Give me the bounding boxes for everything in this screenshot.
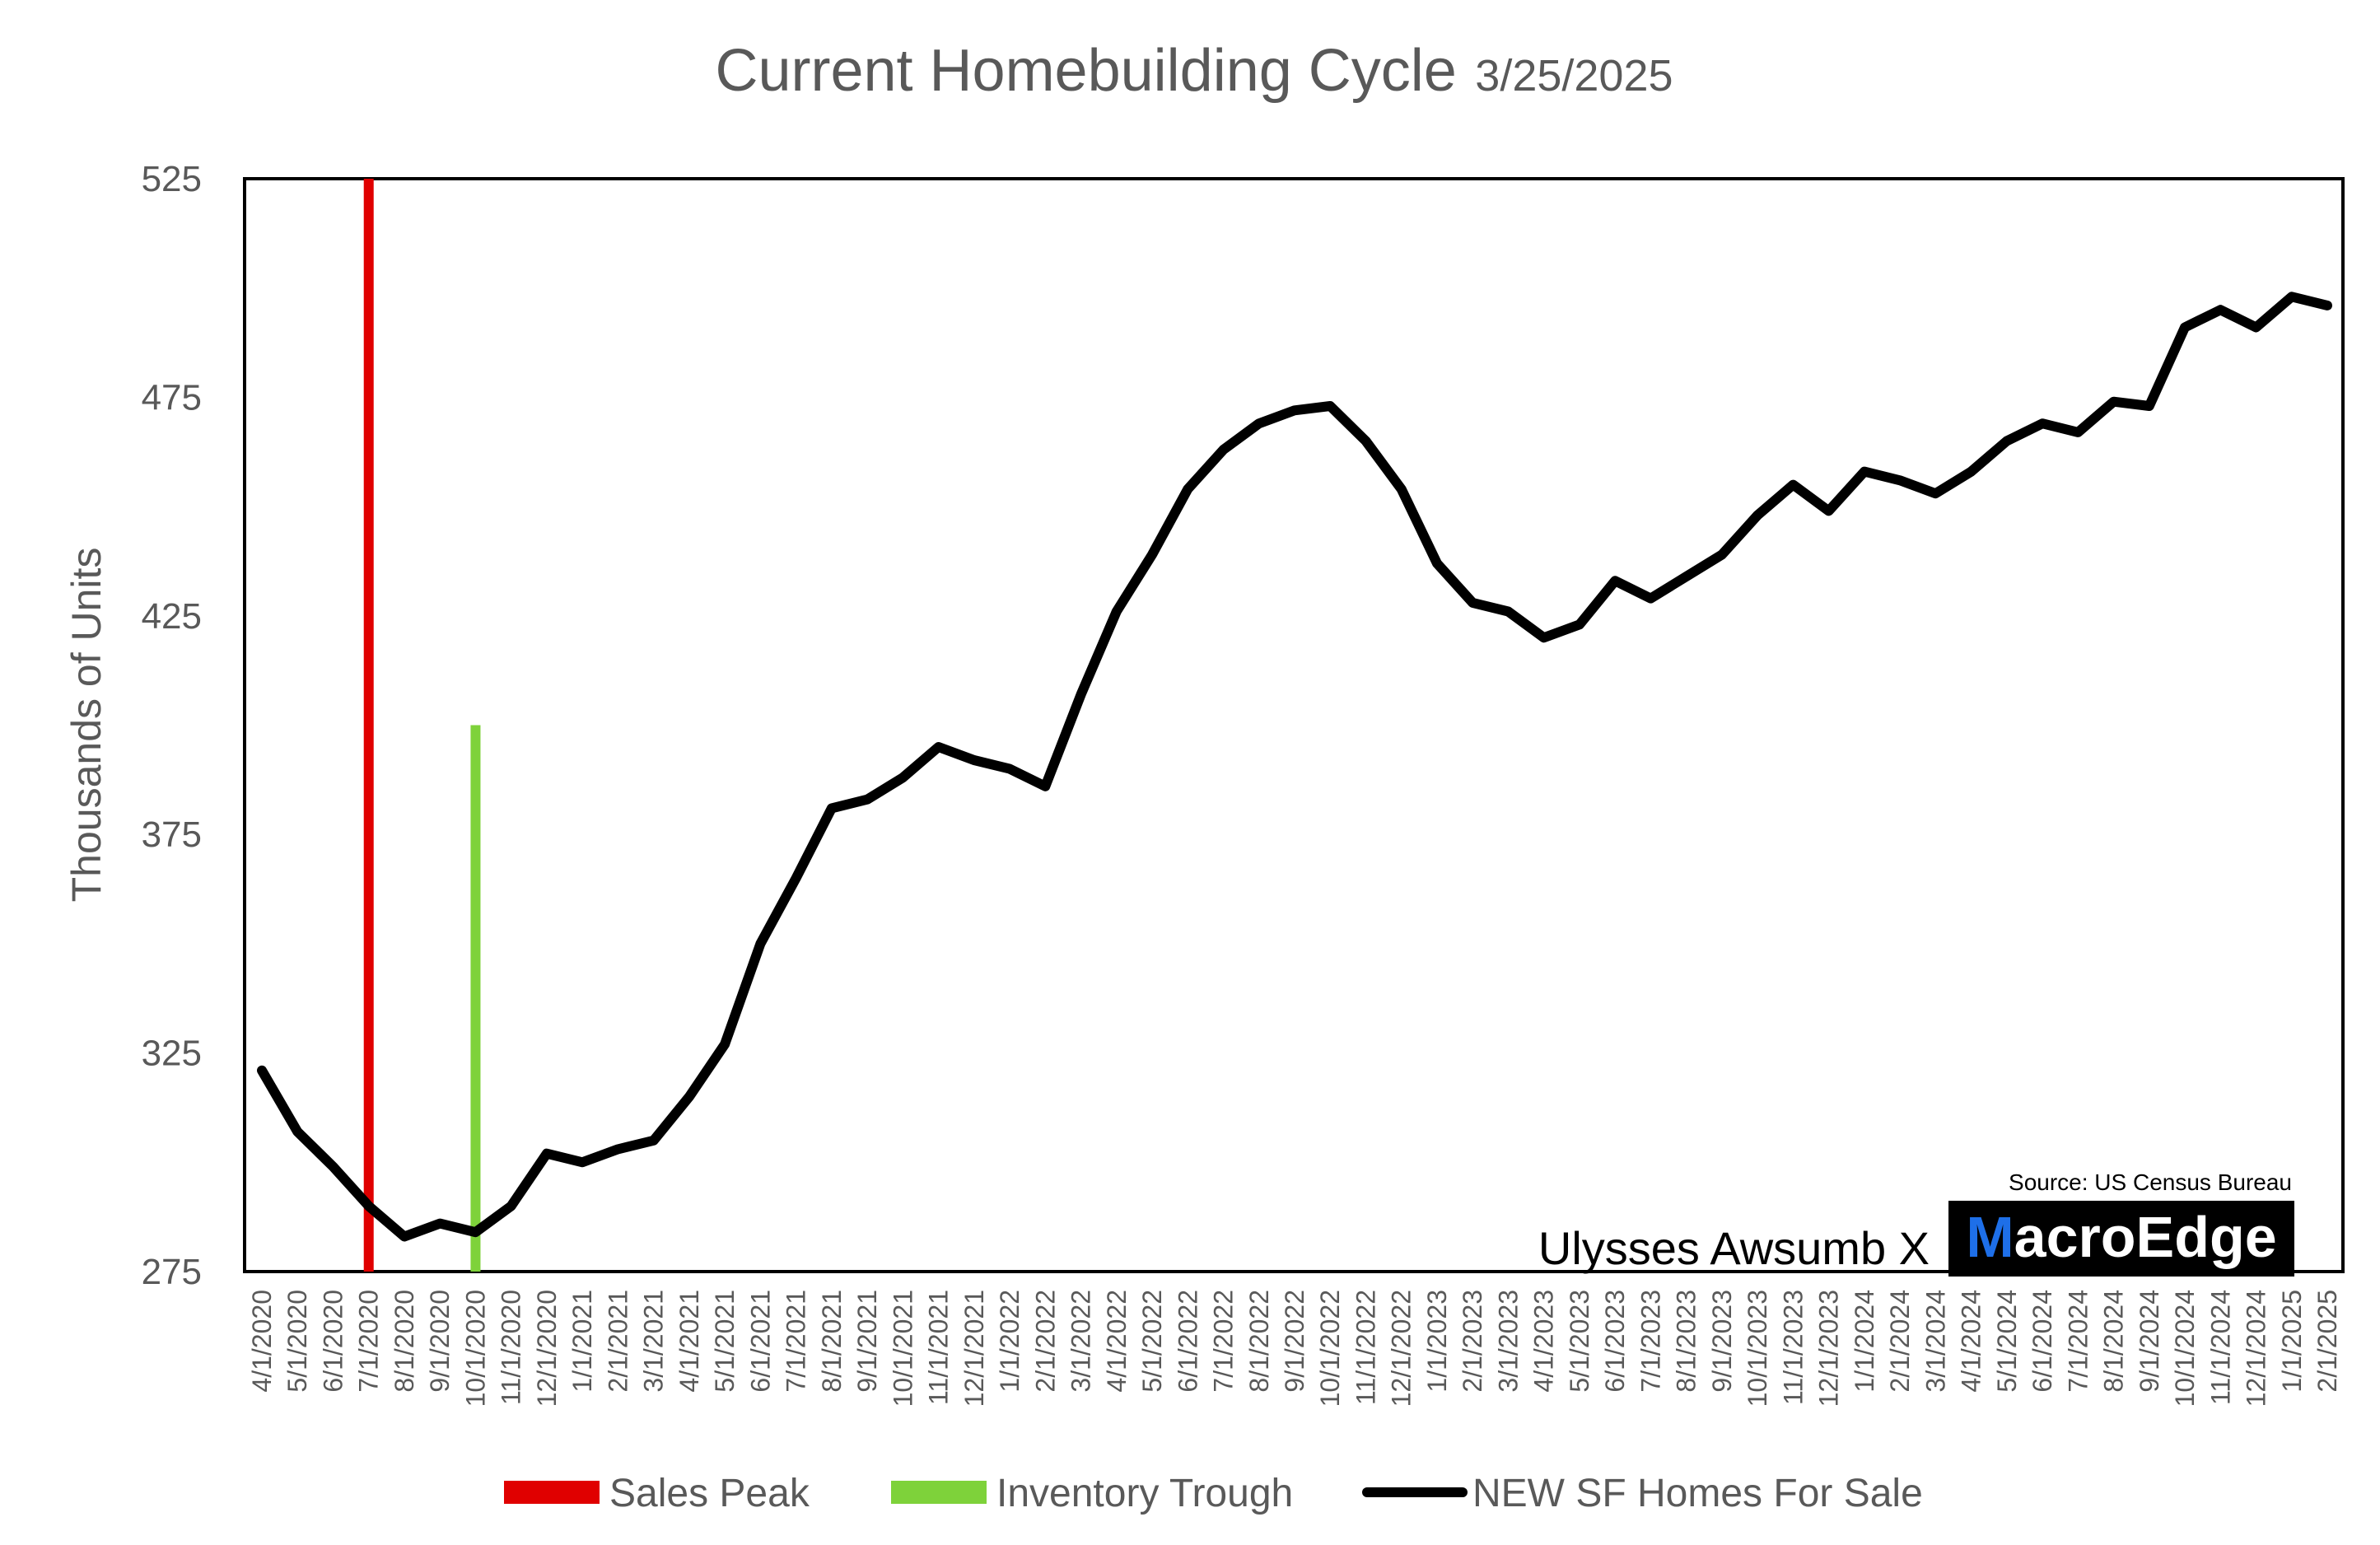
- x-tick-label: 12/1/2022: [1387, 1290, 1416, 1407]
- x-tick-label: 7/1/2021: [782, 1290, 811, 1393]
- x-tick-label: 12/1/2020: [532, 1290, 562, 1407]
- x-tick-label: 3/1/2021: [639, 1290, 669, 1393]
- x-tick-label: 1/1/2023: [1422, 1290, 1452, 1393]
- series-group: [257, 292, 2332, 1242]
- x-tick-label: 8/1/2021: [817, 1290, 847, 1393]
- x-tick-label: 3/1/2022: [1066, 1290, 1096, 1393]
- x-tick-label: 6/1/2021: [745, 1290, 775, 1393]
- x-tick-label: 9/1/2020: [425, 1290, 455, 1393]
- chart-title: Current Homebuilding Cycle 3/25/2025: [715, 38, 1673, 104]
- x-tick-label: 3/1/2024: [1920, 1290, 1950, 1393]
- x-tick-label: 2/1/2022: [1030, 1290, 1060, 1393]
- x-tick-label: 8/1/2023: [1672, 1290, 1701, 1393]
- x-tick-label: 4/1/2023: [1529, 1290, 1559, 1393]
- x-tick-label: 2/1/2025: [2312, 1290, 2342, 1393]
- x-tick-label: 2/1/2023: [1458, 1290, 1487, 1393]
- y-tick-label: 275: [142, 1252, 202, 1292]
- y-tick-label: 525: [142, 159, 202, 199]
- x-tick-label: 10/1/2020: [460, 1290, 490, 1407]
- x-tick-label: 11/1/2023: [1778, 1290, 1808, 1405]
- source-text: Source: US Census Bureau: [2009, 1169, 2292, 1195]
- x-tick-label: 10/1/2024: [2170, 1290, 2200, 1407]
- x-tick-label: 11/1/2022: [1351, 1290, 1380, 1405]
- x-tick-label: 2/1/2024: [1885, 1290, 1915, 1393]
- x-tick-label: 1/1/2021: [567, 1290, 597, 1393]
- legend: Sales Peak Inventory Trough NEW SF Homes F…: [504, 1472, 1923, 1515]
- chart-title-main: Current Homebuilding Cycle: [715, 38, 1456, 104]
- x-tick-label: 6/1/2020: [318, 1290, 348, 1393]
- y-tick-group: 275 325 375 425 475 525: [142, 159, 202, 1292]
- x-tick-label: 9/1/2022: [1280, 1290, 1309, 1393]
- chart-title-date: 3/25/2025: [1475, 51, 1673, 100]
- macroedge-logo-m: M: [1966, 1205, 2014, 1269]
- y-tick-label: 425: [142, 596, 202, 637]
- x-tick-label: 9/1/2023: [1707, 1290, 1737, 1393]
- y-tick-label: 475: [142, 377, 202, 418]
- x-tick-label: 12/1/2024: [2242, 1290, 2271, 1407]
- x-tick-label: 1/1/2022: [995, 1290, 1024, 1393]
- x-tick-label: 9/1/2021: [852, 1290, 882, 1393]
- x-tick-label: 5/1/2024: [1992, 1290, 2022, 1393]
- x-tick-label: 6/1/2022: [1173, 1290, 1202, 1393]
- x-tick-label: 10/1/2023: [1743, 1290, 1772, 1407]
- x-tick-label: 7/1/2020: [354, 1290, 384, 1393]
- legend-label: Sales Peak: [609, 1472, 810, 1515]
- x-tick-label: 11/1/2024: [2205, 1290, 2235, 1405]
- x-tick-label: 5/1/2023: [1565, 1290, 1594, 1393]
- x-tick-label: 6/1/2023: [1600, 1290, 1630, 1393]
- x-tick-label: 4/1/2021: [674, 1290, 704, 1393]
- x-tick-label: 4/1/2020: [247, 1290, 277, 1393]
- series-line: [257, 292, 2332, 1242]
- legend-label: NEW SF Homes For Sale: [1472, 1472, 1923, 1515]
- x-tick-label: 8/1/2020: [390, 1290, 419, 1393]
- x-tick-label: 9/1/2024: [2135, 1290, 2164, 1393]
- x-tick-label: 3/1/2023: [1493, 1290, 1523, 1393]
- x-tick-label: 5/1/2021: [710, 1290, 740, 1393]
- x-tick-label: 5/1/2020: [282, 1290, 312, 1393]
- x-tick-label: 7/1/2024: [2063, 1290, 2093, 1393]
- marker-group: [363, 179, 481, 1272]
- x-tick-group: 4/1/2020 5/1/2020 6/1/2020 7/1/2020 8/1/2020…: [247, 1290, 2342, 1407]
- macroedge-logo-box: [1948, 1201, 2294, 1277]
- y-axis-label: Thousands of Units: [63, 548, 110, 903]
- y-tick-label: 375: [142, 815, 202, 855]
- x-tick-label: 6/1/2024: [2028, 1290, 2057, 1393]
- legend-swatch: [504, 1481, 600, 1504]
- x-tick-label: 2/1/2021: [603, 1290, 632, 1393]
- x-tick-label: 11/1/2020: [497, 1290, 526, 1405]
- x-tick-label: 12/1/2023: [1814, 1290, 1844, 1407]
- y-tick-label: 325: [142, 1034, 202, 1074]
- macroedge-logo-rest: acroEdge: [2014, 1205, 2277, 1269]
- legend-swatch: [891, 1481, 987, 1504]
- x-tick-label: 8/1/2022: [1244, 1290, 1274, 1393]
- credit-text: Ulysses Awsumb X: [1538, 1222, 1930, 1274]
- x-tick-label: 4/1/2024: [1957, 1290, 1986, 1393]
- x-tick-label: 7/1/2023: [1636, 1290, 1665, 1393]
- x-tick-label: 1/1/2024: [1850, 1290, 1879, 1393]
- x-tick-label: 7/1/2022: [1209, 1290, 1239, 1393]
- macroedge-logo: MacroEdge: [1966, 1205, 2276, 1269]
- legend-label: Inventory Trough: [996, 1472, 1293, 1515]
- x-tick-label: 8/1/2024: [2099, 1290, 2129, 1393]
- x-tick-label: 10/1/2021: [888, 1290, 917, 1407]
- x-tick-label: 10/1/2022: [1315, 1290, 1345, 1407]
- x-tick-label: 5/1/2022: [1137, 1290, 1167, 1393]
- x-tick-label: 1/1/2025: [2277, 1290, 2307, 1393]
- plot-area: [243, 177, 2345, 1273]
- x-tick-label: 11/1/2021: [924, 1290, 954, 1405]
- x-tick-label: 4/1/2022: [1102, 1290, 1132, 1393]
- x-tick-label: 12/1/2021: [959, 1290, 989, 1407]
